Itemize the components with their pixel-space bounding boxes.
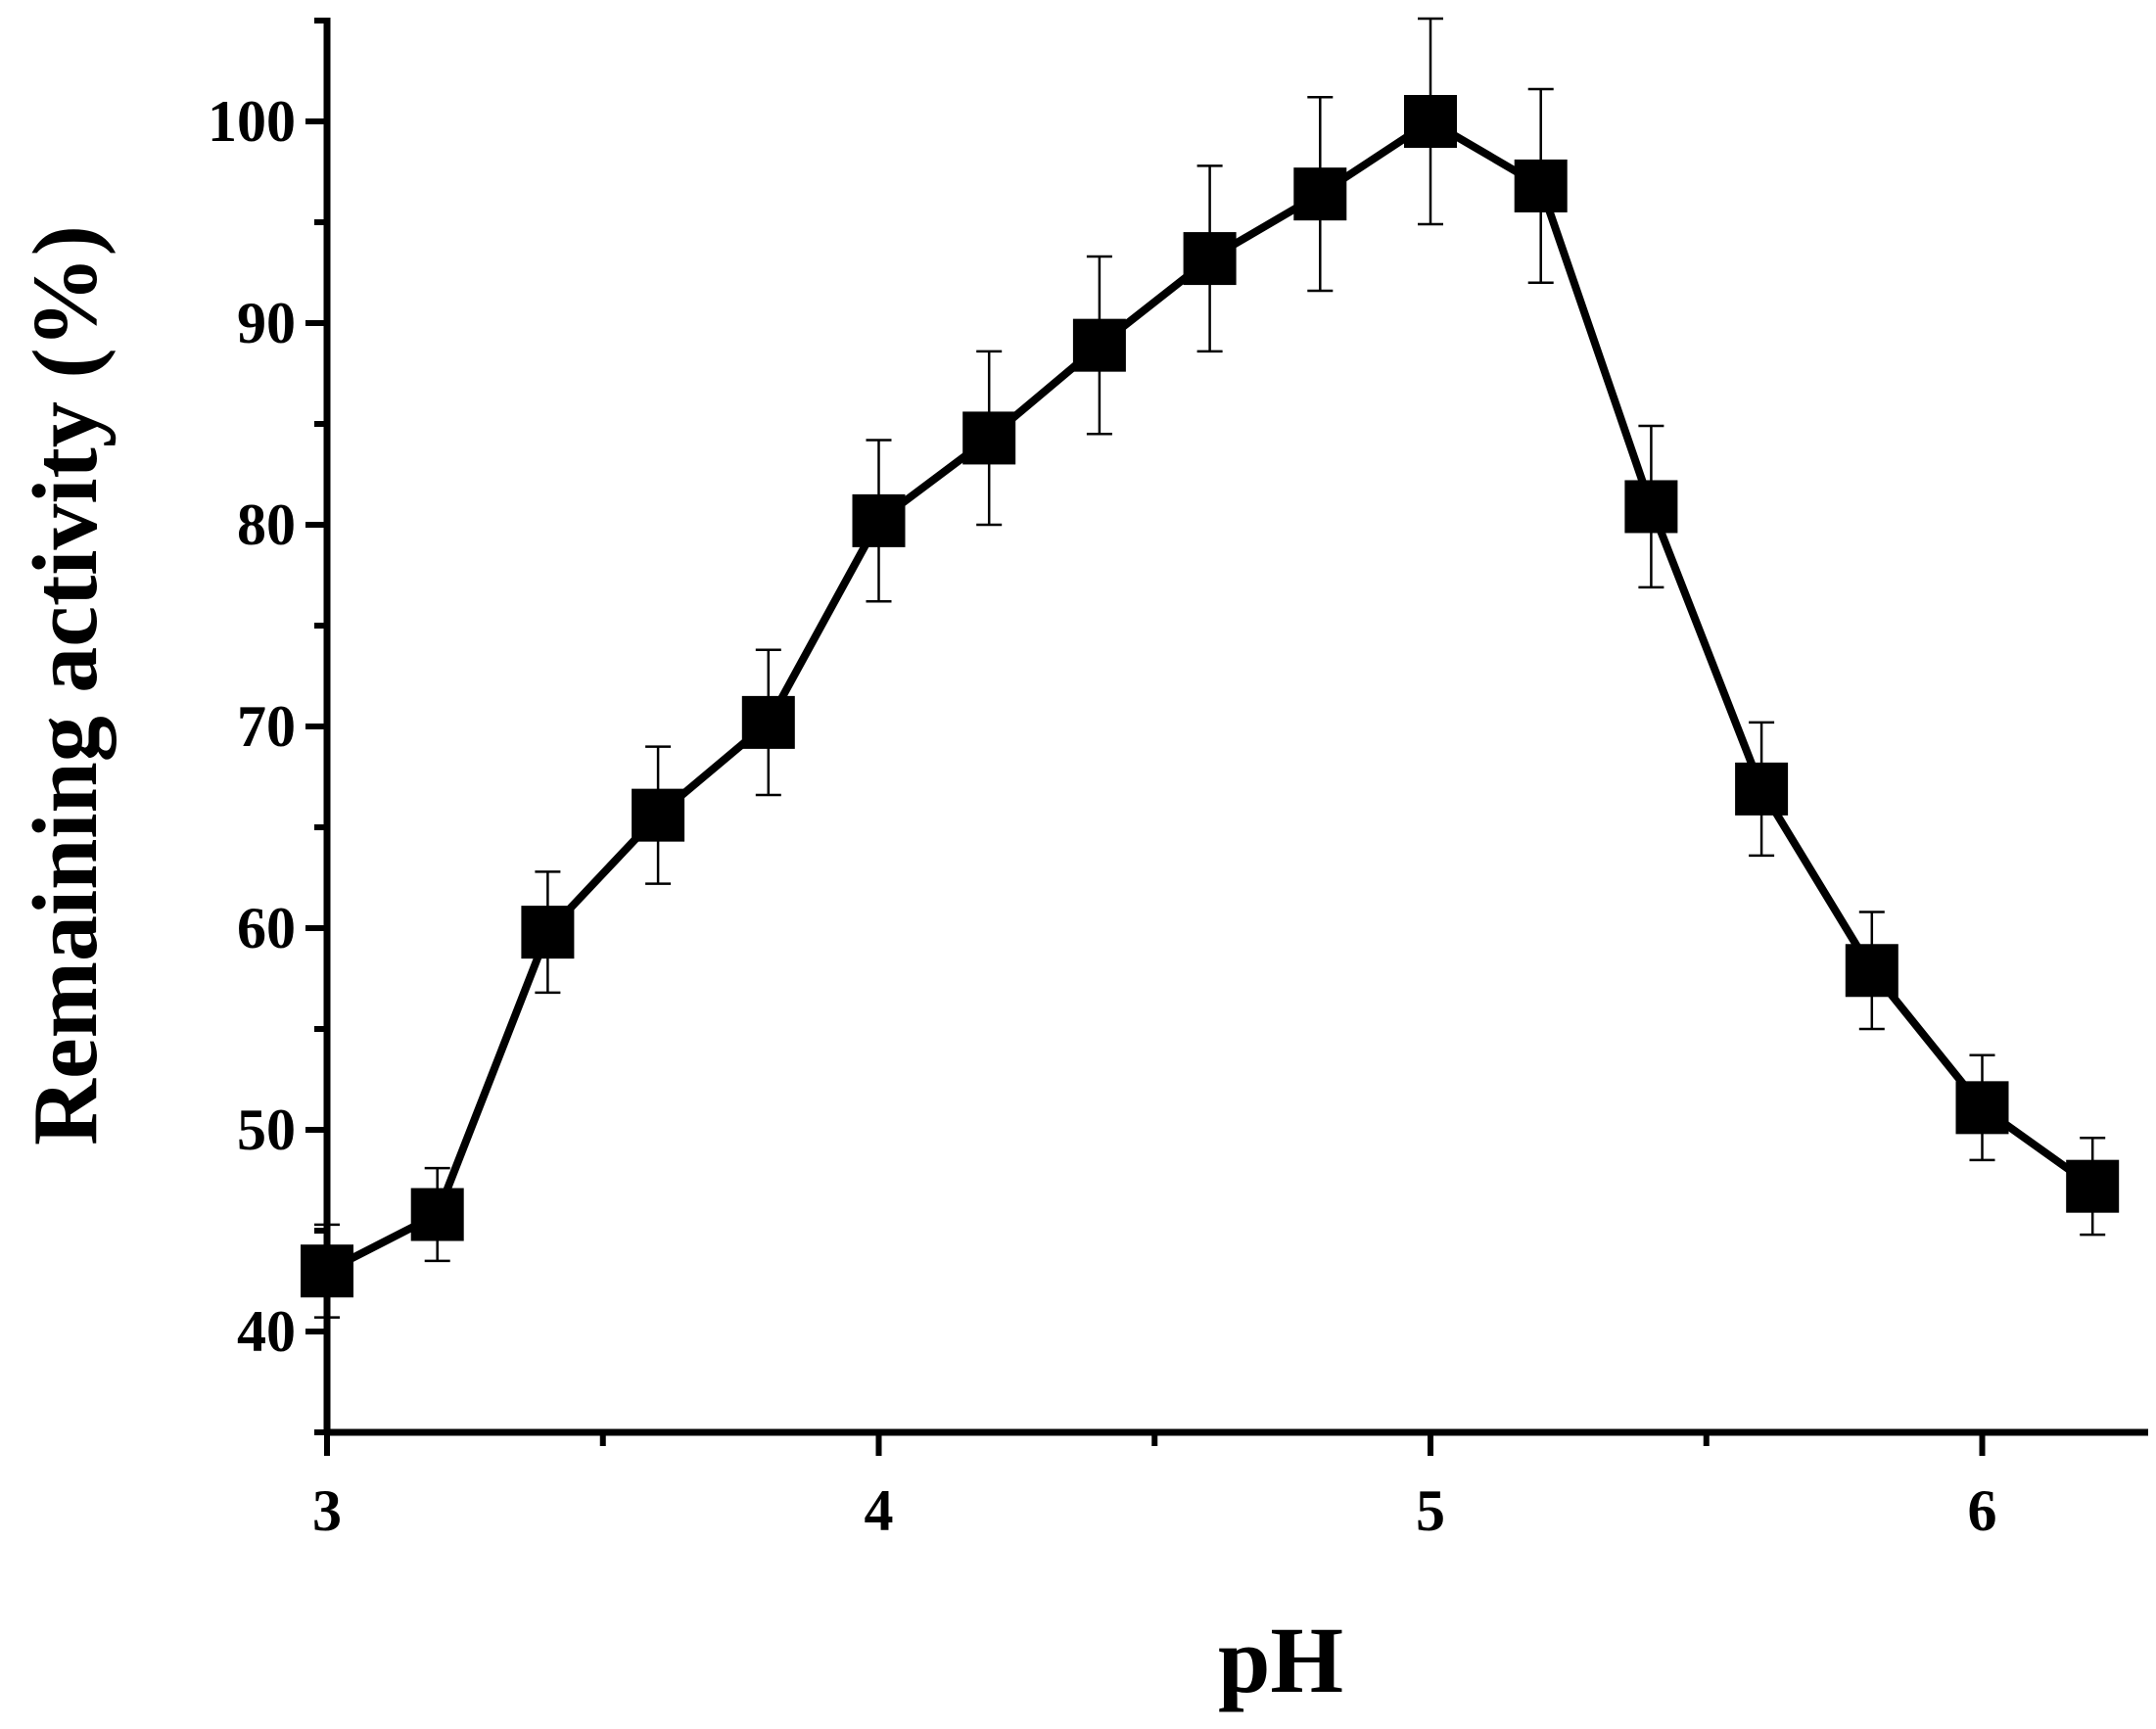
y-ticks: 40 50 60 70 80 90 100 bbox=[208, 18, 327, 1435]
x-tick-label: 5 bbox=[1416, 1478, 1445, 1543]
data-markers bbox=[301, 95, 2120, 1298]
y-tick-label: 60 bbox=[237, 896, 296, 960]
data-point bbox=[962, 411, 1016, 465]
data-point bbox=[632, 788, 685, 842]
x-ticks: 3 4 5 6 bbox=[312, 1432, 1997, 1543]
data-point bbox=[1735, 762, 1789, 816]
data-point bbox=[852, 493, 906, 547]
data-point bbox=[521, 906, 575, 959]
data-point bbox=[1404, 95, 1457, 148]
y-tick-label: 80 bbox=[237, 492, 296, 557]
data-point bbox=[1072, 318, 1126, 372]
y-axis-title: Remaining activity (%) bbox=[15, 225, 117, 1145]
data-point bbox=[1514, 159, 1568, 212]
y-tick-label: 100 bbox=[208, 89, 296, 154]
x-tick-label: 3 bbox=[312, 1478, 342, 1543]
x-axis-title: pH bbox=[1218, 1608, 1343, 1712]
data-point bbox=[1624, 480, 1678, 534]
axes bbox=[323, 18, 2148, 1436]
y-tick-label: 70 bbox=[237, 694, 296, 759]
x-tick-label: 6 bbox=[1968, 1478, 1997, 1543]
data-point bbox=[1845, 944, 1898, 998]
data-point bbox=[1955, 1081, 2009, 1135]
x-tick-label: 4 bbox=[865, 1478, 894, 1543]
y-tick-label: 40 bbox=[237, 1299, 296, 1364]
data-point bbox=[410, 1188, 464, 1241]
data-point bbox=[741, 695, 795, 749]
y-tick-label: 50 bbox=[237, 1098, 296, 1162]
data-point bbox=[1293, 167, 1347, 221]
data-point bbox=[1183, 232, 1237, 286]
y-tick-label: 90 bbox=[237, 291, 296, 355]
error-bars bbox=[314, 17, 2106, 1319]
data-point bbox=[301, 1244, 353, 1298]
data-point bbox=[2066, 1159, 2120, 1213]
